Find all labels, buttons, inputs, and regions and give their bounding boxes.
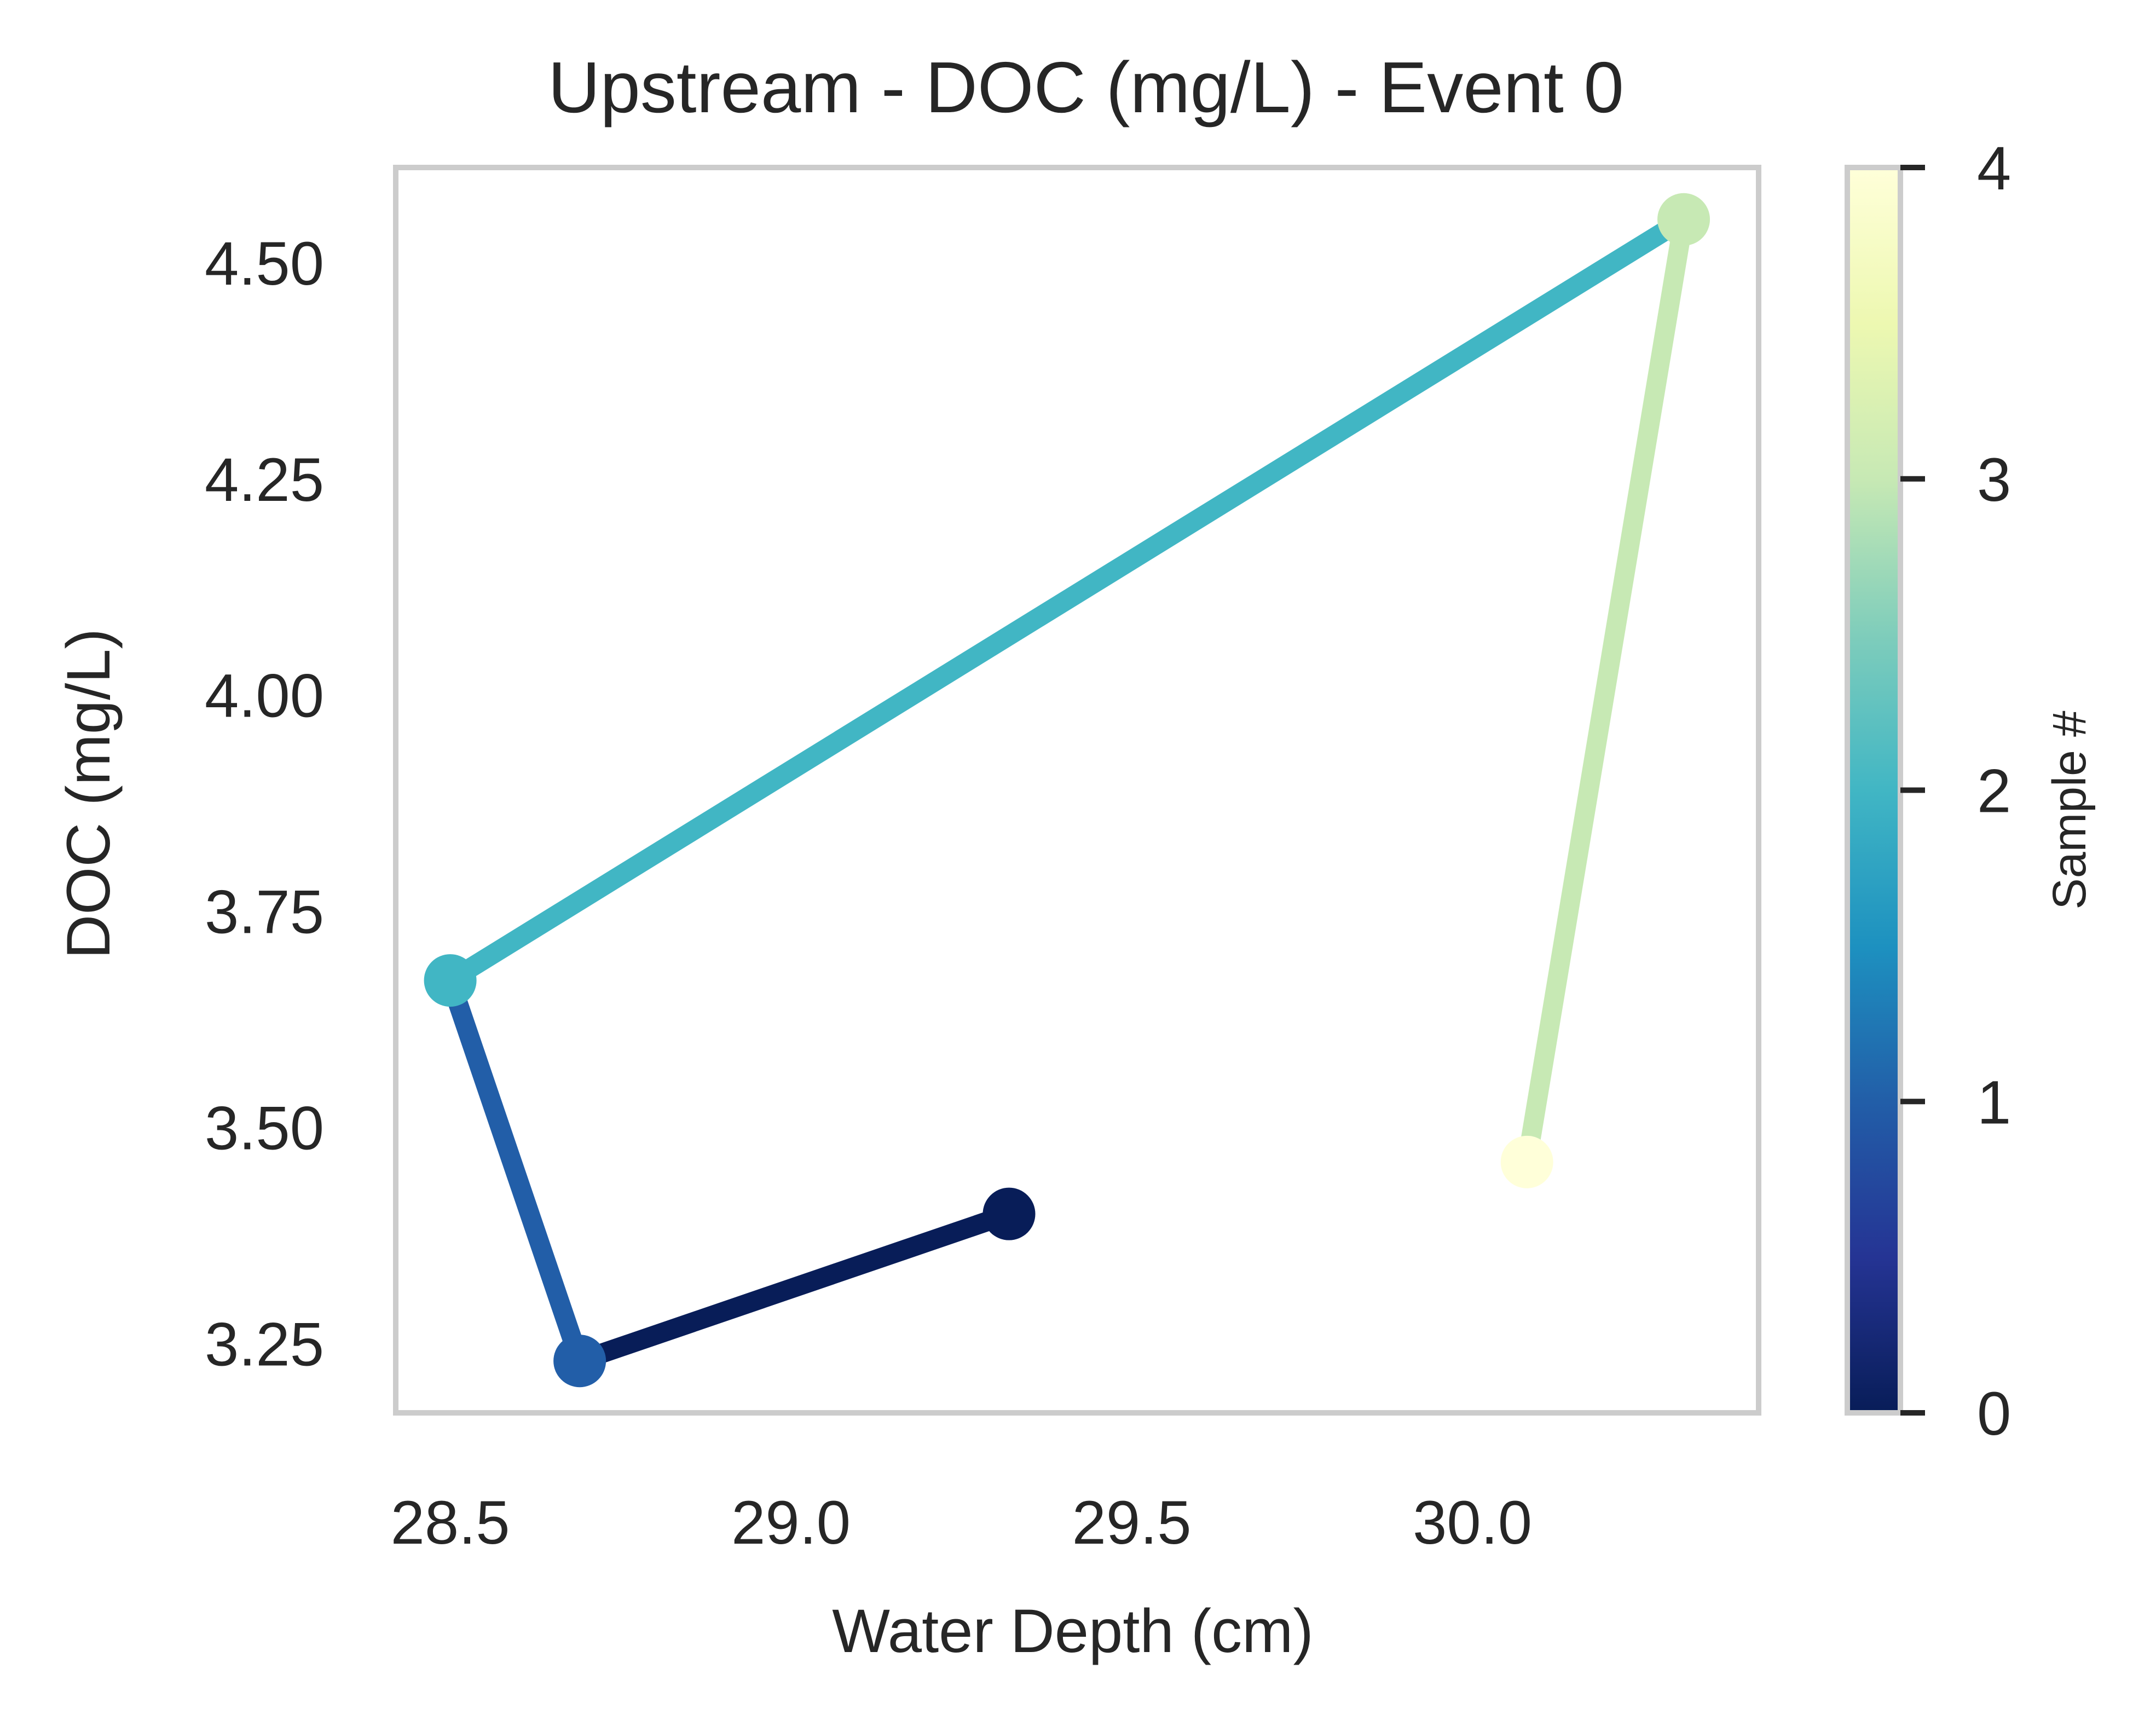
- line-segment-2: [445, 211, 1689, 989]
- y-tick-label: 3.50: [205, 1094, 324, 1163]
- x-axis-label: Water Depth (cm): [832, 1597, 1314, 1665]
- colorbar-tick-label: 2: [1977, 757, 2011, 825]
- y-tick-labels: 3.25 3.50 3.75 4.00 4.25 4.50: [205, 229, 324, 1379]
- y-axis-label: DOC (mg/L): [54, 628, 123, 959]
- chart-title: Upstream - DOC (mg/L) - Event 0: [548, 47, 1624, 128]
- line-segments: [441, 211, 1693, 1371]
- line-segment-3: [1517, 217, 1693, 1164]
- data-point-3: [1657, 193, 1710, 246]
- data-point-2: [424, 954, 477, 1007]
- y-tick-label: 3.25: [205, 1310, 324, 1379]
- x-tick-label: 29.5: [1072, 1488, 1192, 1557]
- colorbar-label: Sample #: [2043, 711, 2096, 909]
- y-tick-label: 3.75: [205, 878, 324, 946]
- colorbar: [1845, 165, 1903, 1416]
- y-tick-label: 4.00: [205, 662, 324, 730]
- colorbar-tick-label: 0: [1977, 1379, 2011, 1448]
- colorbar-ticks: 0 1 2 3 4: [1900, 134, 2011, 1448]
- data-point-4: [1500, 1135, 1553, 1188]
- plot-frame: [393, 165, 1761, 1416]
- y-tick-label: 4.25: [205, 446, 324, 514]
- data-point-0: [982, 1187, 1036, 1240]
- x-tick-labels: 28.5 29.0 29.5 30.0: [391, 1488, 1532, 1557]
- x-tick-label: 28.5: [391, 1488, 510, 1557]
- data-points: [424, 193, 1710, 1388]
- colorbar-tick-label: 1: [1977, 1068, 2011, 1136]
- line-segment-0: [576, 1204, 1013, 1371]
- y-tick-label: 4.50: [205, 229, 324, 298]
- colorbar-tick-label: 3: [1977, 446, 2011, 514]
- x-tick-label: 29.0: [731, 1488, 851, 1557]
- x-tick-label: 30.0: [1413, 1488, 1532, 1557]
- line-segment-1: [441, 977, 589, 1365]
- data-point-1: [553, 1335, 606, 1388]
- colorbar-tick-label: 4: [1977, 134, 2011, 203]
